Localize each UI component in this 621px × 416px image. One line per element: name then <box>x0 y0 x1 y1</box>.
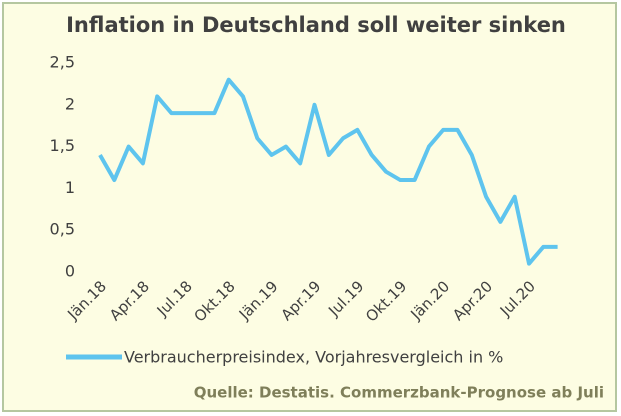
legend-label: Verbraucherpreisindex, Vorjahresvergleic… <box>124 348 503 367</box>
y-tick-label: 1 <box>65 178 75 197</box>
y-tick-label: 0 <box>65 262 75 281</box>
chart-frame <box>2 2 617 412</box>
y-tick-label: 2 <box>65 94 75 113</box>
data-line <box>98 77 558 266</box>
source-note: Quelle: Destatis. Commerzbank-Prognose a… <box>194 384 604 402</box>
y-tick-label: 1,5 <box>50 136 75 155</box>
y-tick-label: 0,5 <box>50 220 75 239</box>
chart-title: Inflation in Deutschland soll weiter sin… <box>66 13 566 37</box>
y-tick-label: 2,5 <box>50 53 75 72</box>
